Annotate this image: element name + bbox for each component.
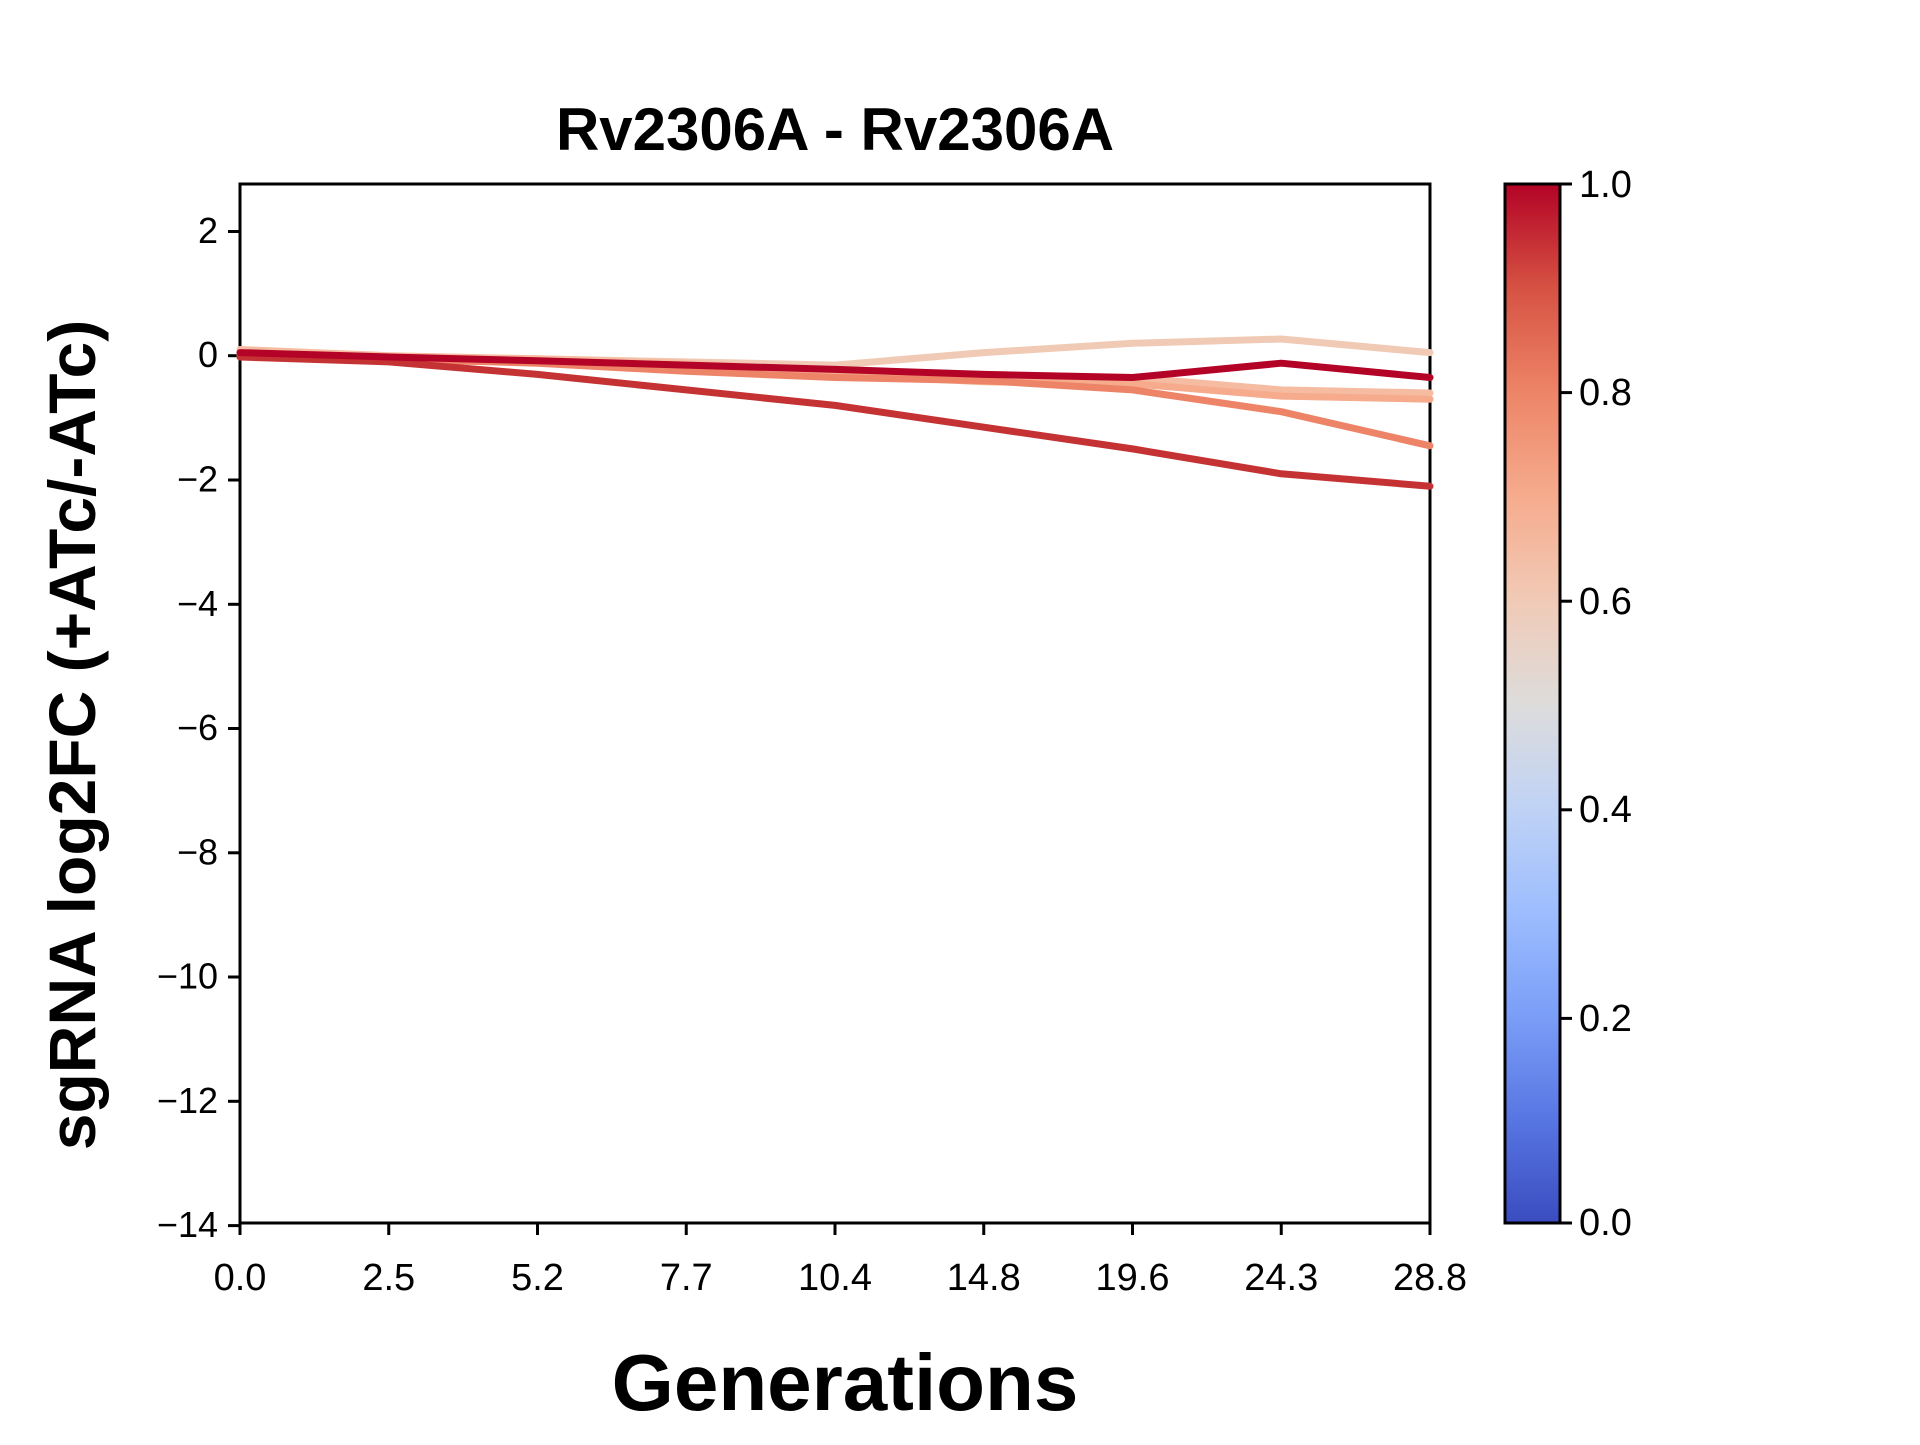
svg-text:−12: −12 xyxy=(157,1080,218,1121)
svg-text:5.2: 5.2 xyxy=(511,1257,564,1299)
svg-text:24.3: 24.3 xyxy=(1244,1257,1318,1299)
svg-text:0.6: 0.6 xyxy=(1579,581,1632,623)
svg-text:1.0: 1.0 xyxy=(1579,164,1632,206)
svg-text:2: 2 xyxy=(198,210,218,251)
svg-text:sgRNA log2FC (+ATc/-ATc): sgRNA log2FC (+ATc/-ATc) xyxy=(35,320,109,1150)
svg-text:−10: −10 xyxy=(157,956,218,997)
svg-text:2.5: 2.5 xyxy=(362,1257,415,1299)
svg-text:0: 0 xyxy=(198,334,218,375)
svg-text:Generations: Generations xyxy=(612,1338,1079,1427)
svg-text:Rv2306A - Rv2306A: Rv2306A - Rv2306A xyxy=(556,96,1114,163)
svg-text:0.8: 0.8 xyxy=(1579,372,1632,414)
svg-text:10.4: 10.4 xyxy=(798,1257,872,1299)
svg-text:−8: −8 xyxy=(177,831,218,872)
svg-text:0.4: 0.4 xyxy=(1579,789,1632,831)
svg-text:0.2: 0.2 xyxy=(1579,998,1632,1040)
svg-text:0.0: 0.0 xyxy=(1579,1202,1632,1244)
svg-text:−4: −4 xyxy=(177,583,218,624)
svg-text:0.0: 0.0 xyxy=(214,1257,267,1299)
svg-text:−2: −2 xyxy=(177,459,218,500)
svg-text:14.8: 14.8 xyxy=(947,1257,1021,1299)
svg-text:28.8: 28.8 xyxy=(1393,1257,1467,1299)
svg-text:7.7: 7.7 xyxy=(660,1257,713,1299)
svg-text:−6: −6 xyxy=(177,707,218,748)
svg-text:19.6: 19.6 xyxy=(1096,1257,1170,1299)
svg-text:−14: −14 xyxy=(157,1204,218,1245)
